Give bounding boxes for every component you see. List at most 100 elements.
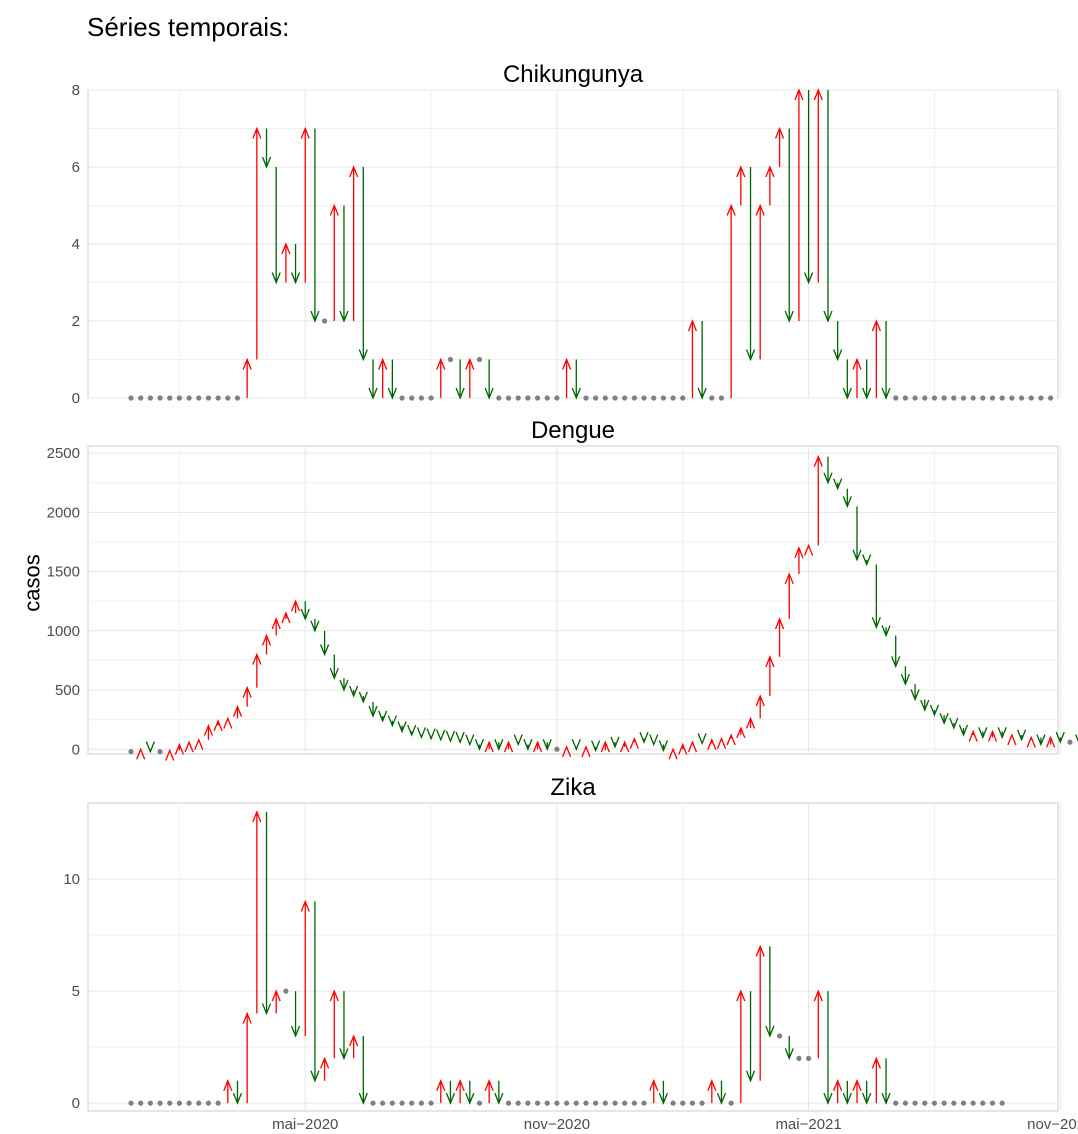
arrow-down	[455, 731, 465, 744]
arrow-head	[561, 745, 572, 758]
arrow-up	[736, 726, 746, 739]
arrow-up	[465, 357, 475, 398]
arrow-up	[194, 738, 204, 751]
arrow-up	[852, 1079, 862, 1104]
point-unchanged	[428, 395, 434, 401]
arrow-head	[745, 1070, 756, 1083]
arrow-head	[426, 728, 436, 741]
arrow-down	[1075, 734, 1078, 743]
arrow-head	[571, 739, 581, 752]
arrow-down	[639, 731, 649, 744]
arrow-head	[1016, 729, 1027, 742]
point-unchanged	[893, 395, 899, 401]
arrow-head	[184, 740, 194, 753]
arrow-up	[252, 652, 262, 688]
point-unchanged	[283, 988, 289, 994]
y-tick-label: 500	[55, 682, 80, 699]
arrow-down	[387, 359, 397, 400]
arrow-up	[223, 1079, 233, 1104]
arrow-down	[387, 715, 397, 728]
arrow-head	[745, 349, 756, 362]
point-unchanged	[602, 1100, 608, 1106]
point-unchanged	[505, 1100, 512, 1106]
point-unchanged	[215, 395, 221, 401]
point-unchanged	[138, 395, 144, 401]
arrow-head	[871, 617, 881, 629]
arrow-down	[319, 630, 330, 657]
point-unchanged	[167, 1100, 173, 1106]
arrow-head	[774, 126, 785, 139]
arrow-up	[620, 740, 630, 753]
arrow-head	[900, 673, 911, 686]
arrow-head	[707, 738, 717, 751]
arrow-up	[687, 740, 698, 753]
arrow-up	[532, 740, 543, 753]
arrow-up	[290, 599, 301, 614]
arrow-up	[252, 810, 262, 1014]
arrow-up	[378, 357, 388, 398]
arrow-head	[755, 203, 765, 216]
arrow-up	[252, 126, 262, 360]
point-unchanged	[1018, 395, 1025, 401]
arrow-head	[600, 740, 610, 753]
arrow-head	[610, 736, 620, 749]
arrow-down	[862, 554, 872, 567]
arrow-down	[833, 321, 843, 362]
arrow-head	[349, 1034, 359, 1047]
point-unchanged	[612, 1100, 618, 1106]
point-unchanged	[205, 1100, 212, 1106]
point-unchanged	[176, 395, 182, 401]
y-tick-label: 6	[72, 159, 80, 176]
arrow-head	[697, 387, 707, 400]
panel-title: Zika	[550, 774, 596, 801]
arrow-head	[242, 357, 252, 370]
arrow-down	[368, 359, 378, 400]
arrow-head	[852, 1079, 862, 1092]
arrow-head	[455, 731, 465, 744]
arrow-head	[842, 387, 852, 400]
arrow-up	[871, 1056, 881, 1104]
figure-heading: Séries temporais:	[87, 12, 290, 42]
arrow-up	[707, 1079, 717, 1104]
arrow-head	[620, 740, 630, 753]
y-tick-label: 10	[63, 871, 80, 888]
arrow-down	[745, 167, 756, 362]
arrow-head	[794, 546, 804, 559]
arrow-head	[436, 357, 446, 370]
arrow-head	[290, 272, 301, 285]
arrow-head	[842, 1092, 852, 1105]
arrow-down	[426, 728, 436, 741]
arrow-head	[745, 716, 756, 729]
point-unchanged	[699, 1100, 705, 1106]
arrow-head	[668, 747, 678, 760]
arrow-head	[1045, 735, 1056, 748]
arrow-down	[455, 359, 465, 400]
point-unchanged	[902, 1100, 909, 1106]
arrow-up	[813, 989, 823, 1059]
arrow-down	[842, 488, 852, 509]
arrow-head	[862, 554, 872, 567]
arrow-up	[687, 319, 698, 398]
arrow-up	[242, 685, 252, 707]
arrow-down	[697, 321, 707, 400]
arrow-down	[978, 727, 988, 740]
arrow-head	[687, 740, 698, 753]
arrow-up	[165, 748, 175, 761]
arrow-down	[445, 730, 456, 743]
arrow-head	[1007, 733, 1017, 746]
y-tick-label: 2	[72, 313, 80, 330]
y-tick-label: 1500	[47, 564, 80, 581]
arrow-head	[503, 740, 514, 753]
arrow-head	[349, 685, 359, 698]
arrow-down	[271, 167, 281, 285]
arrow-head	[871, 319, 881, 332]
arrow-up	[755, 694, 765, 719]
point-unchanged	[931, 395, 938, 401]
arrow-head	[445, 1092, 456, 1105]
arrow-head	[813, 88, 823, 101]
panel-zika: 0 5 10 Zika mai−2020 nov−2020 mai−2021 nov−2020	[63, 774, 1078, 1133]
arrow-head	[310, 310, 320, 323]
arrow-up	[833, 1079, 843, 1104]
point-unchanged	[951, 395, 957, 401]
arrow-head	[678, 742, 688, 755]
